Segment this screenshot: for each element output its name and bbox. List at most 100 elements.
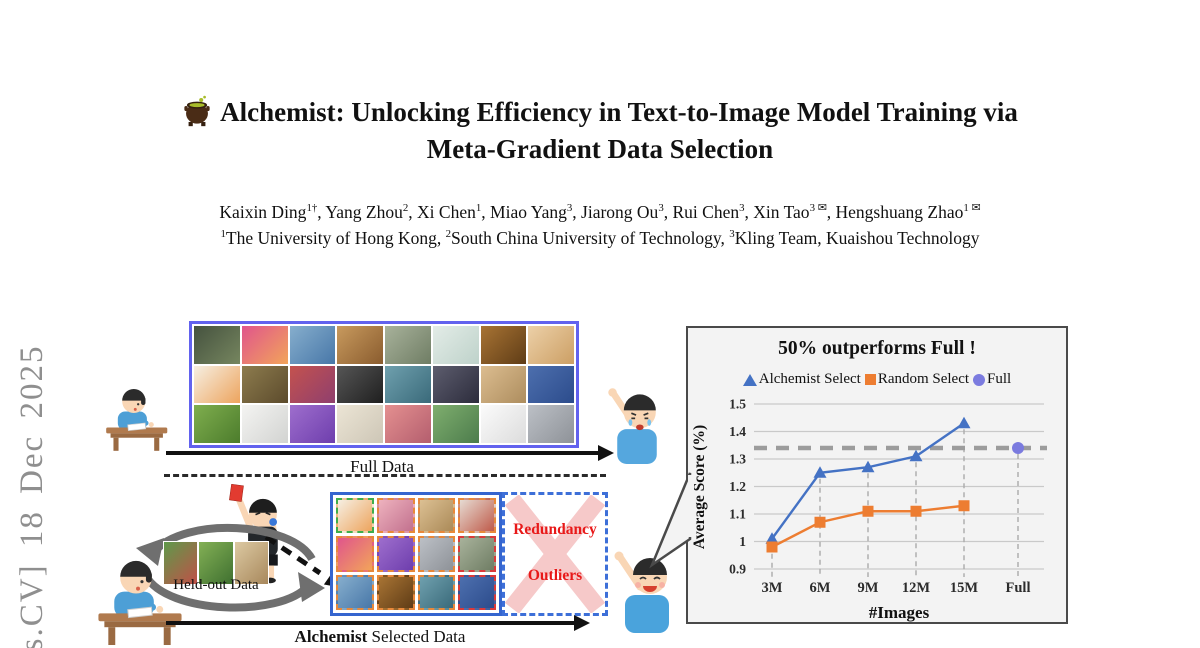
author-superscript: 2 xyxy=(402,202,409,215)
image-tile xyxy=(337,326,383,364)
y-tick-label: 1.5 xyxy=(729,397,746,412)
data-point-square xyxy=(958,500,970,512)
image-tile xyxy=(480,405,527,443)
cauldron-icon xyxy=(184,95,210,127)
y-tick-label: 1.4 xyxy=(729,424,746,439)
image-tile xyxy=(194,365,240,404)
image-tile xyxy=(289,365,336,404)
feedback-cycle-arrows-icon xyxy=(136,523,325,612)
authors-line: Kaixin Ding1†, Yang Zhou2, Xi Chen1, Mia… xyxy=(219,202,981,222)
image-tile xyxy=(336,536,374,572)
image-tile xyxy=(458,536,496,572)
redundancy-label: Redundancy xyxy=(513,521,597,538)
data-point-circle xyxy=(1012,442,1024,454)
image-tile xyxy=(289,326,336,364)
held-out-data-strip xyxy=(163,541,269,585)
data-point-triangle xyxy=(957,416,971,429)
image-tile xyxy=(385,405,431,443)
x-tick-label: Full xyxy=(1006,580,1031,596)
arxiv-banner: cs.CV] 18 Dec 2025 xyxy=(14,344,50,648)
image-tile xyxy=(336,498,374,534)
x-tick-label: 6M xyxy=(810,580,831,596)
legend-item: Random Select xyxy=(864,371,970,388)
image-tile xyxy=(432,326,479,364)
data-point-triangle xyxy=(765,532,779,544)
image-tile xyxy=(194,405,240,443)
author-superscript: 1 xyxy=(475,202,482,215)
selected-data-label-bold: Alchemist xyxy=(294,627,368,646)
image-tile xyxy=(199,542,233,584)
author-superscript: 3 xyxy=(739,202,745,215)
legend-label: Random Select xyxy=(877,371,970,387)
chart-legend: Alchemist Select Random Select Full xyxy=(688,371,1066,388)
data-point-triangle xyxy=(909,449,923,462)
studying-boy-top-illustration xyxy=(106,389,168,451)
title-line1: Alchemist: Unlocking Efficiency in Text-… xyxy=(220,97,1018,127)
affiliation-superscript: 2 xyxy=(445,228,452,241)
speech-bubble-tail xyxy=(649,472,694,569)
full-data-image-grid xyxy=(189,321,579,448)
studying-boy-bottom-illustration xyxy=(98,560,182,646)
full-data-label: Full Data xyxy=(350,457,414,476)
data-point-square xyxy=(766,541,778,553)
x-axis-title: #Images xyxy=(869,603,930,622)
image-tile xyxy=(376,536,415,572)
full-data-arrow xyxy=(166,451,600,455)
image-tile xyxy=(385,365,431,404)
x-tick-label: 9M xyxy=(858,580,879,596)
data-point-triangle xyxy=(861,460,875,473)
image-tile xyxy=(194,326,240,364)
author-superscript: 3 xyxy=(658,202,664,215)
held-out-data-label: Held-out Data xyxy=(173,577,259,593)
legend-label: Full xyxy=(987,371,1012,387)
y-axis-title: Average Score (%) xyxy=(691,425,708,549)
y-tick-label: 1.1 xyxy=(729,507,746,522)
affiliation-superscript: 1 xyxy=(220,228,226,241)
x-tick-label: 12M xyxy=(902,580,931,596)
selected-data-label-rest: Selected Data xyxy=(367,627,466,646)
image-tile xyxy=(417,574,456,610)
pink-x-mark-icon xyxy=(505,495,605,613)
image-tile xyxy=(528,405,574,443)
triangle-marker-icon xyxy=(742,373,757,386)
line-chart: 0.9 1 1.1 1.2 1.3 1.4 1.5 3M 6M 9M 12M 15M Full #Imag… xyxy=(691,397,1047,622)
image-tile xyxy=(376,498,415,534)
dashed-divider xyxy=(164,474,606,477)
data-point-triangle xyxy=(813,466,827,478)
outliers-label: Outliers xyxy=(527,567,583,584)
chart-title: 50% outperforms Full ! xyxy=(778,338,976,359)
data-point-square xyxy=(814,516,826,528)
image-tile xyxy=(528,365,574,404)
data-point-square xyxy=(910,505,922,517)
image-tile xyxy=(417,498,456,534)
x-tick-label: 15M xyxy=(950,580,979,596)
author-superscript: 1 ✉ xyxy=(963,202,981,215)
legend-item: Full xyxy=(973,371,1011,388)
image-tile xyxy=(337,405,383,443)
image-tile xyxy=(336,574,374,610)
image-tile xyxy=(337,365,383,404)
author-superscript: 1† xyxy=(306,202,318,215)
image-tile xyxy=(458,498,496,534)
legend-label: Alchemist Select xyxy=(758,371,861,387)
alchemist-selected-image-grid xyxy=(330,492,502,616)
y-tick-label: 1.2 xyxy=(729,479,746,494)
affiliation-superscript: 3 xyxy=(729,228,735,241)
image-tile xyxy=(234,542,268,584)
image-tile xyxy=(376,574,415,610)
image-tile xyxy=(528,326,574,364)
image-tile xyxy=(241,326,288,364)
redundancy-outliers-box: Redundancy Outliers xyxy=(502,492,608,616)
image-tile xyxy=(417,536,456,572)
image-tile xyxy=(241,365,288,404)
crying-boy-illustration xyxy=(608,388,657,464)
image-tile xyxy=(480,326,527,364)
image-tile xyxy=(164,542,198,584)
happy-boy-illustration xyxy=(614,551,669,633)
circle-marker-icon xyxy=(973,373,986,386)
x-tick-label: 3M xyxy=(762,580,783,596)
image-tile xyxy=(432,405,479,443)
results-chart-bubble: 50% outperforms Full ! Alchemist Select R… xyxy=(686,326,1068,624)
title-line1-row: Alchemist: Unlocking Efficiency in Text-… xyxy=(0,94,1200,131)
